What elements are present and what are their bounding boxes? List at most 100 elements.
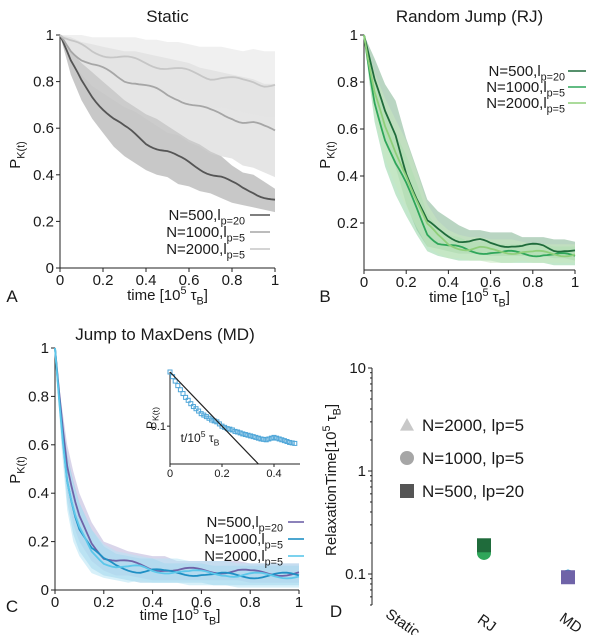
- x-axis-label: time [105 τB]: [429, 287, 510, 310]
- x-tick-label: 0.8: [522, 274, 543, 291]
- y-tick-label: 1: [46, 27, 54, 44]
- inset-y-tick-label: 0.1: [151, 421, 166, 433]
- x-tick-label: 0.8: [222, 272, 243, 289]
- y-axis-label: RelaxationTime[105 τB]: [321, 404, 344, 556]
- inset-point: [281, 438, 287, 444]
- inset-point: [266, 436, 272, 442]
- inset-point: [245, 432, 251, 438]
- x-tick-label: 0.2: [93, 594, 114, 611]
- x-tick-label: 0.2: [93, 272, 114, 289]
- panel-letter: A: [6, 287, 18, 306]
- legend-entry: N=500,lp=20: [207, 514, 283, 535]
- legend-entry: N=2000,lp=5: [204, 548, 283, 569]
- legend-entry: N=500, lp=20: [422, 482, 524, 501]
- y-tick-label: 0.8: [337, 74, 358, 91]
- inset-x-tick-label: 0: [167, 468, 173, 480]
- inset-y-axis-label: PK(t): [144, 407, 161, 429]
- inset-panel: 0 0.2 0.4 0.1PK(t) t/105 τB: [144, 369, 300, 480]
- series-line: [59, 34, 276, 132]
- inset-point: [271, 434, 277, 440]
- inset-point: [250, 434, 256, 440]
- x-tick-label: 0: [360, 274, 368, 291]
- inset-point: [227, 426, 233, 432]
- y-tick-label: 0.8: [33, 74, 54, 91]
- inset-point: [198, 411, 204, 417]
- inset-point: [292, 440, 298, 446]
- panel-D: 0.1 1 10 Static RJ MD N=2000, lp=5 N=1000, lp=5…: [321, 360, 585, 635]
- panel-title: Random Jump (RJ): [396, 7, 543, 26]
- panel-B: 0 0.2 0.4 0.6 0.8 1 0.2 0.4 0.6 0.8 1 Random Jump (…: [317, 7, 586, 310]
- y-axis-label: PK(t): [7, 456, 28, 483]
- x-tick-label: 0.4: [438, 274, 459, 291]
- inset-x-tick-label: 0.4: [266, 468, 281, 480]
- legend-marker: [400, 451, 414, 465]
- inset-point: [284, 439, 290, 445]
- panel-title: Static: [146, 7, 189, 26]
- x-tick-label: 1: [271, 272, 279, 289]
- inset-point: [183, 394, 189, 400]
- legend-marker: [400, 418, 414, 431]
- x-tick-label: 0.6: [191, 594, 212, 611]
- y-tick-label: 0.6: [28, 437, 49, 454]
- legend-entry: N=1000,lp=5: [166, 224, 245, 245]
- inset-point: [253, 434, 259, 440]
- inset-point: [209, 417, 215, 423]
- series-band: [364, 35, 575, 263]
- panel-C: 0 0.2 0.4 0.6 0.8 1 0 0.2 0.4 0.6 0.8 1 Jump to MaxD…: [6, 325, 304, 628]
- x-tick-label: 0.6: [179, 272, 200, 289]
- inset-point: [196, 408, 202, 414]
- inset-point: [242, 432, 248, 438]
- inset-point: [229, 427, 235, 433]
- inset-x-axis-label: t/105 τB: [181, 429, 220, 447]
- panel-title: Jump to MaxDens (MD): [75, 325, 254, 344]
- inset-point: [263, 437, 269, 443]
- series-line: [363, 34, 576, 253]
- series-band: [60, 35, 275, 213]
- inset-point: [172, 378, 178, 384]
- y-tick-label: 0.1: [345, 566, 366, 583]
- legend-entry: N=1000,lp=5: [486, 79, 565, 100]
- legend-entry: N=500,lp=20: [489, 63, 565, 84]
- y-tick-label: 0.4: [28, 485, 49, 502]
- y-tick-label: 0.2: [33, 213, 54, 230]
- x-category-label: Static: [382, 606, 423, 635]
- inset-point: [261, 436, 267, 442]
- inset-point: [185, 397, 191, 403]
- y-tick-label: 1: [41, 340, 49, 357]
- panel-A: 0 0.2 0.4 0.6 0.8 1 0 0.2 0.4 0.6 0.8 1 Static PK(t) t…: [6, 7, 279, 308]
- inset-point: [287, 439, 293, 445]
- inset-x-tick-label: 0.2: [214, 468, 229, 480]
- inset-point: [248, 433, 254, 439]
- y-tick-label: 0.6: [33, 120, 54, 137]
- legend-entry: N=1000,lp=5: [204, 531, 283, 552]
- inset-point: [258, 436, 264, 442]
- legend-entry: N=2000, lp=5: [422, 416, 524, 435]
- y-tick-label: 1: [350, 27, 358, 44]
- x-tick-label: 0: [51, 594, 59, 611]
- x-tick-label: 0: [56, 272, 64, 289]
- inset-point: [279, 437, 285, 443]
- y-tick-label: 0.6: [337, 121, 358, 138]
- inset-point: [255, 435, 261, 441]
- x-tick-label: 0.4: [136, 272, 157, 289]
- legend-entry: N=1000, lp=5: [422, 449, 524, 468]
- inset-fit-line: [169, 371, 259, 465]
- y-tick-label: 1: [358, 463, 366, 480]
- x-tick-label: 0.6: [480, 274, 501, 291]
- series-line: [59, 34, 276, 201]
- inset-point: [240, 431, 246, 437]
- x-tick-label: 0.4: [142, 594, 163, 611]
- inset-point: [180, 391, 186, 397]
- legend-marker: [400, 484, 414, 498]
- inset-point: [276, 436, 282, 442]
- legend-entry: N=2000,lp=5: [486, 95, 565, 116]
- x-category-label: MD: [556, 610, 585, 635]
- inset-point: [289, 440, 295, 446]
- data-point: [561, 570, 575, 585]
- x-axis-label: time [105 τB]: [127, 285, 208, 308]
- inset-point: [274, 435, 280, 441]
- y-tick-label: 0: [46, 260, 54, 277]
- y-tick-label: 0.4: [33, 167, 54, 184]
- x-tick-label: 1: [295, 594, 303, 611]
